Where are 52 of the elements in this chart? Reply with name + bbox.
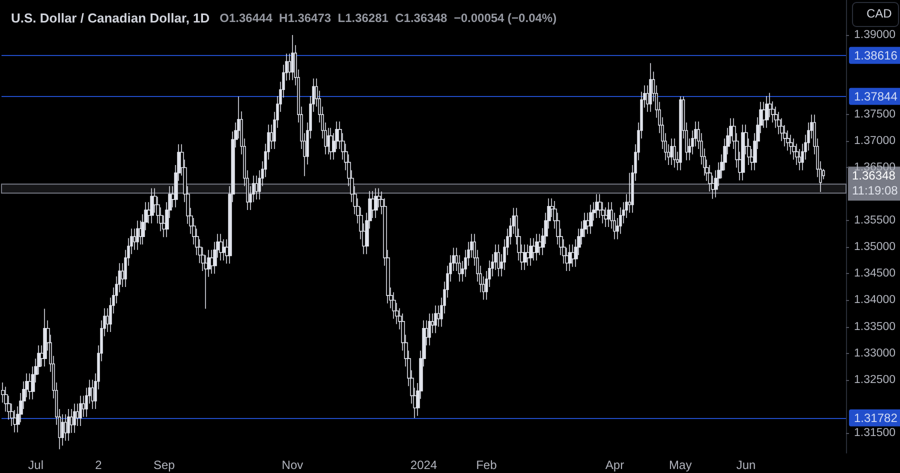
candlestick — [670, 138, 673, 166]
candlestick — [150, 188, 154, 224]
x-tick-label: 2 — [95, 458, 102, 472]
candlestick — [595, 194, 599, 218]
candlestick — [649, 62, 652, 112]
candlestick — [374, 188, 378, 218]
x-tick-label: Sep — [153, 458, 176, 472]
y-tick-label: 1.37500 — [854, 108, 896, 121]
text: 11:19:08 — [852, 184, 898, 198]
ref-line-label: 1.37844 — [854, 89, 898, 104]
text: CAD — [866, 6, 892, 20]
candlestick — [219, 234, 223, 261]
candlestick — [741, 124, 745, 181]
candlestick — [136, 220, 139, 250]
candlestick — [607, 202, 611, 228]
candlestick — [73, 403, 76, 434]
y-tick-label: 1.37000 — [854, 135, 896, 148]
x-tick-label: Apr — [605, 458, 624, 472]
x-tick-label: May — [669, 458, 692, 472]
y-tick-label: 1.31500 — [854, 426, 896, 439]
y-tick-label: 1.33500 — [854, 320, 896, 333]
candlestick — [679, 96, 682, 171]
candlestick — [434, 305, 437, 334]
candlestick — [79, 395, 82, 426]
y-tick-label: 1.33000 — [854, 347, 896, 360]
x-tick-label: Jun — [736, 458, 756, 472]
text: O1.36444 H1.36473 L1.36281 C1.36348 −0.00054 (−0.04%) — [220, 11, 557, 25]
candlestick — [428, 313, 431, 346]
candlestick — [497, 244, 500, 277]
candlestick — [765, 96, 769, 128]
ref-line-label: 1.31782 — [854, 410, 898, 425]
candlestick — [67, 408, 70, 442]
candlestick — [43, 308, 47, 367]
candlestick — [529, 238, 533, 266]
y-tick-label: 1.34000 — [854, 294, 896, 306]
y-tick-label: 1.32500 — [854, 374, 896, 386]
y-tick-label: 1.39000 — [854, 29, 896, 42]
y-tick-label: 1.34500 — [854, 268, 896, 280]
y-tick-label: 1.35500 — [854, 214, 896, 227]
x-tick-label: Jul — [28, 458, 44, 472]
candlestick — [589, 204, 593, 234]
x-tick-label: Feb — [476, 458, 498, 472]
candlestick — [523, 244, 527, 270]
text: U.S. Dollar / Canadian Dollar, 1D — [11, 10, 210, 26]
candlestick — [673, 138, 676, 168]
y-tick-label: 1.35000 — [854, 241, 896, 254]
x-tick-label: Nov — [282, 458, 304, 472]
x-tick-label: 2024 — [410, 458, 438, 472]
ref-line-label: 1.38616 — [854, 48, 898, 62]
candlestick — [535, 234, 539, 261]
candlestick — [568, 244, 572, 272]
candlestick — [329, 127, 333, 160]
